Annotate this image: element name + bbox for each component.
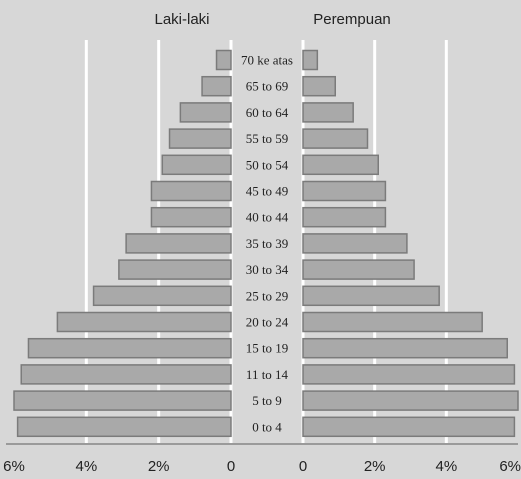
tick-label-left: 2% [148,458,170,475]
bar-female-3 [302,128,369,149]
category-label: 60 to 64 [246,105,289,120]
bar-male-4 [161,154,232,176]
category-label: 50 to 54 [246,157,289,172]
bar-female-1 [302,75,336,97]
category-label: 70 ke atas [241,53,293,68]
category-label: 20 to 24 [246,315,289,330]
bar-male-11 [27,337,232,359]
bar-female-9 [302,285,440,307]
bar-male-5 [150,180,232,202]
bar-male-1 [201,75,232,97]
tick-label-right: 0 [299,458,307,475]
right-side-title: Perempuan [313,11,391,28]
bar-female-11 [302,337,508,359]
bar-female-4 [302,154,379,176]
category-label: 45 to 49 [246,184,289,199]
bar-male-0 [215,49,232,71]
bar-female-7 [302,233,408,254]
bar-female-8 [302,259,415,280]
bar-female-12 [302,364,516,385]
bar-female-6 [302,206,387,228]
bar-female-10 [302,311,483,333]
tick-label-right: 2% [364,458,386,475]
axis-ticks: 6% 4% 2% 0 0 2% 4% 6% [3,458,521,475]
category-label: 55 to 59 [246,131,289,146]
category-label: 0 to 4 [252,419,282,434]
category-label: 40 to 44 [246,210,289,225]
tick-label-right: 6% [499,458,521,475]
bar-male-6 [150,206,232,228]
category-label: 65 to 69 [246,79,289,94]
category-label: 25 to 29 [246,288,289,303]
bar-female-14 [302,416,516,438]
tick-label-left: 6% [3,458,25,475]
bar-male-14 [16,416,232,438]
bar-male-7 [125,233,232,254]
category-label: 5 to 9 [252,393,282,408]
bar-male-10 [56,311,232,333]
bar-male-9 [92,285,232,307]
bar-female-0 [302,49,319,71]
bar-female-13 [302,390,519,411]
category-label: 35 to 39 [246,236,289,251]
bar-male-13 [13,390,232,411]
tick-label-right: 4% [435,458,457,475]
bar-male-8 [118,259,232,280]
tick-label-left: 4% [75,458,97,475]
left-side-title: Laki-laki [154,11,209,28]
category-label: 15 to 19 [246,341,289,356]
bar-female-5 [302,180,387,202]
bar-female-2 [302,102,354,123]
category-label: 11 to 14 [246,367,289,382]
category-labels: 70 ke atas 65 to 69 60 to 64 55 to 59 50 to … [241,53,293,435]
tick-label-left: 0 [227,458,235,475]
bar-male-12 [20,364,232,385]
category-label: 30 to 34 [246,262,289,277]
bar-male-2 [179,102,232,123]
bar-male-3 [168,128,232,149]
bars-layer [13,49,519,438]
